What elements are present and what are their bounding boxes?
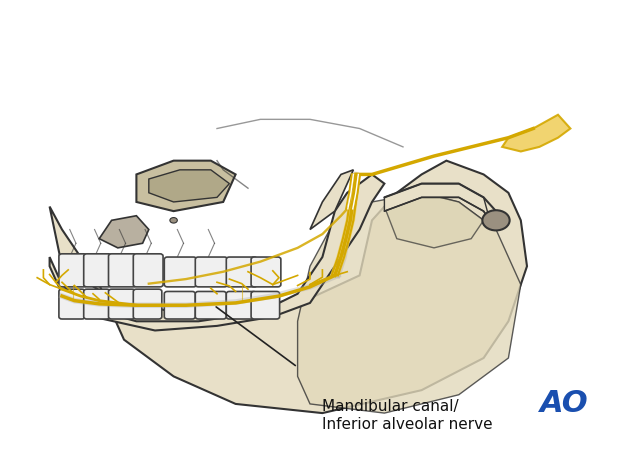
- Circle shape: [170, 218, 177, 223]
- FancyBboxPatch shape: [84, 254, 112, 287]
- FancyBboxPatch shape: [251, 257, 281, 287]
- FancyBboxPatch shape: [133, 254, 163, 287]
- Polygon shape: [384, 184, 490, 220]
- FancyBboxPatch shape: [108, 254, 136, 287]
- Text: Mandibular canal/
Inferior alveolar nerve: Mandibular canal/ Inferior alveolar nerv…: [322, 399, 493, 432]
- FancyBboxPatch shape: [108, 289, 135, 319]
- Polygon shape: [50, 161, 527, 413]
- FancyBboxPatch shape: [59, 289, 85, 319]
- Polygon shape: [50, 174, 384, 330]
- FancyBboxPatch shape: [84, 289, 110, 319]
- Polygon shape: [298, 193, 521, 413]
- Polygon shape: [149, 170, 229, 202]
- Text: AO: AO: [540, 389, 588, 418]
- Polygon shape: [310, 170, 353, 230]
- FancyBboxPatch shape: [226, 291, 256, 319]
- FancyBboxPatch shape: [164, 257, 197, 287]
- Polygon shape: [136, 161, 236, 211]
- Polygon shape: [99, 216, 149, 248]
- FancyBboxPatch shape: [133, 289, 162, 319]
- FancyBboxPatch shape: [164, 291, 195, 319]
- FancyBboxPatch shape: [251, 291, 280, 319]
- Circle shape: [482, 210, 510, 230]
- FancyBboxPatch shape: [195, 291, 226, 319]
- Polygon shape: [502, 115, 570, 151]
- FancyBboxPatch shape: [59, 254, 87, 287]
- FancyBboxPatch shape: [226, 257, 257, 287]
- Polygon shape: [384, 193, 484, 248]
- Circle shape: [131, 258, 141, 265]
- FancyBboxPatch shape: [195, 257, 228, 287]
